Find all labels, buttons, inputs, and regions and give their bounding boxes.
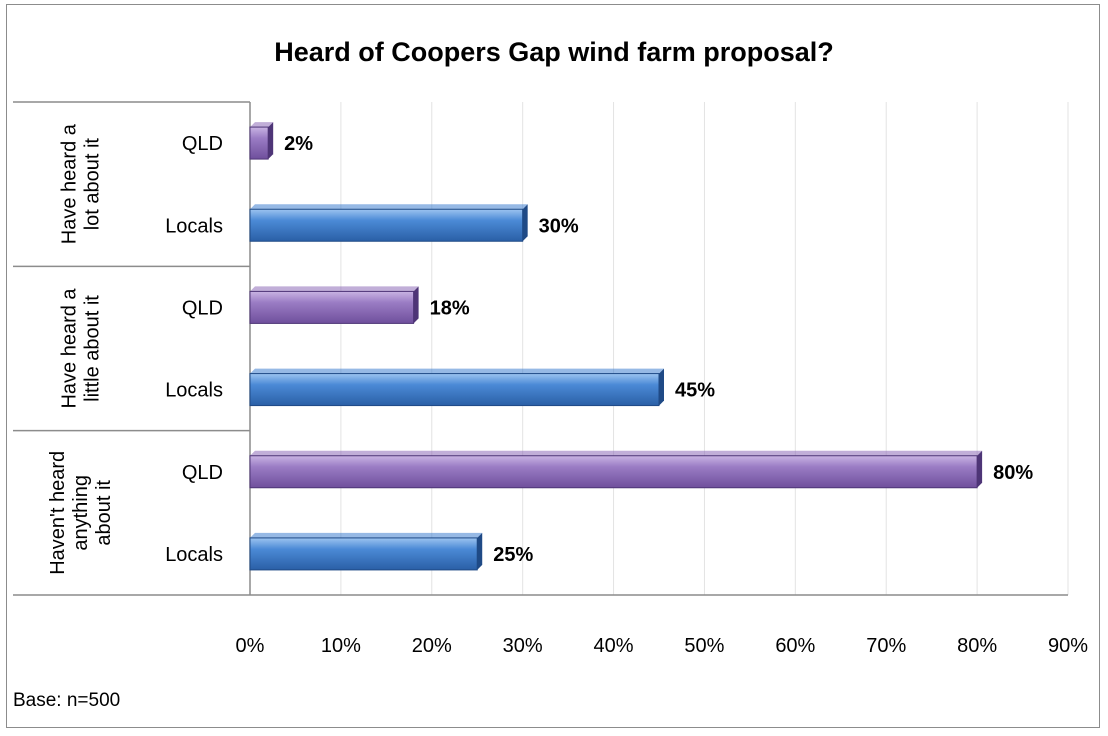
bar-top-face xyxy=(250,368,664,374)
bar-side-face xyxy=(413,286,419,324)
x-tick-label: 30% xyxy=(503,635,543,657)
bars: 2% 30% 18% 45% 80% 25% xyxy=(249,122,1033,571)
bar xyxy=(249,208,524,242)
bar-side-face xyxy=(977,450,983,488)
group-label-line: Have heard a xyxy=(59,288,81,409)
category-label: Locals xyxy=(165,215,223,237)
x-tick-label: 80% xyxy=(957,635,997,657)
category-label: QLD xyxy=(182,133,223,155)
data-label: 2% xyxy=(284,133,313,155)
x-tick-label: 10% xyxy=(321,635,361,657)
bar-top-face xyxy=(250,286,419,292)
x-tick-label: 40% xyxy=(594,635,634,657)
bar-top-face xyxy=(250,204,528,210)
bar xyxy=(249,373,660,407)
data-label: 18% xyxy=(430,297,470,319)
data-label: 30% xyxy=(539,215,579,237)
bar-top-face xyxy=(250,122,274,128)
x-tick-label: 90% xyxy=(1048,635,1088,657)
category-label: Locals xyxy=(165,544,223,566)
x-tick-label: 20% xyxy=(412,635,452,657)
group-label-line: little about it xyxy=(82,295,104,402)
group-label: Have heard alittle about it xyxy=(59,288,104,409)
group-label: Have heard alot about it xyxy=(59,123,104,244)
data-label: 45% xyxy=(675,380,715,402)
group-label-line: about it xyxy=(93,480,115,546)
bar xyxy=(249,537,478,571)
bar-side-face xyxy=(522,204,528,242)
category-label: QLD xyxy=(182,297,223,319)
group-label-line: anything xyxy=(70,475,92,551)
group-label-line: lot about it xyxy=(82,138,104,231)
bar-top-face xyxy=(250,532,483,538)
bar-chart: Heard of Coopers Gap wind farm proposal?… xyxy=(13,37,1089,711)
x-tick-label: 50% xyxy=(684,635,724,657)
data-label: 80% xyxy=(993,462,1033,484)
category-label: QLD xyxy=(182,462,223,484)
x-tick-label: 70% xyxy=(866,635,906,657)
chart-frame: Heard of Coopers Gap wind farm proposal?… xyxy=(6,4,1100,728)
group-label: Haven't heardanythingabout it xyxy=(47,451,115,575)
group-label-line: Haven't heard xyxy=(47,451,69,575)
group-label-line: Have heard a xyxy=(59,123,81,244)
bar xyxy=(249,126,269,160)
bar xyxy=(249,290,415,324)
bar-top-face xyxy=(250,450,983,456)
bar-side-face xyxy=(477,532,483,570)
category-label: Locals xyxy=(165,380,223,402)
x-axis-ticks: 0% 10% 20% 30% 40% 50% 60% 70% 80% 90% xyxy=(236,635,1089,657)
bar-side-face xyxy=(659,368,664,406)
bar xyxy=(249,455,978,489)
axes xyxy=(13,101,1068,596)
chart-title: Heard of Coopers Gap wind farm proposal? xyxy=(274,37,834,67)
data-label: 25% xyxy=(493,544,533,566)
x-tick-label: 60% xyxy=(775,635,815,657)
x-tick-label: 0% xyxy=(236,635,265,657)
footnote: Base: n=500 xyxy=(13,690,120,711)
bar-side-face xyxy=(268,122,274,160)
gridlines xyxy=(340,102,1069,595)
